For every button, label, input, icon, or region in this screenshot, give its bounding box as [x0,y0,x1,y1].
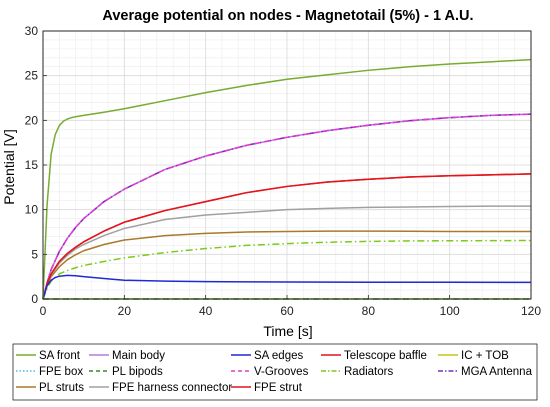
y-tick-label: 10 [25,203,39,217]
y-tick-label: 30 [25,24,39,38]
series-line-sa-front [42,58,532,300]
legend-label-sa-edges: SA edges [254,350,303,362]
series-line-telescope-baffle [42,173,532,300]
series-line-v-grooves [42,113,532,300]
series-line-pl-struts [42,230,531,300]
x-tick-label: 0 [40,304,47,318]
legend-box [12,343,538,401]
y-axis-label: Potential [V] [1,129,17,205]
axis-ticks: 0 20 40 60 80 100 120 0 5 10 15 20 25 30 [25,24,542,318]
x-tick-label: 80 [362,304,376,318]
x-axis-label: Time [s] [263,323,312,339]
legend: SA front Main body SA edges Telescope baffl… [12,343,538,401]
y-tick-label: 20 [25,113,39,127]
chart-title: Average potential on nodes - Magnetotail… [102,8,473,24]
y-tick-label: 0 [31,292,38,306]
series-line-radiators [42,239,532,300]
legend-label-fpe-box: FPE box [39,366,83,378]
legend-label-radiators: Radiators [344,366,393,378]
legend-label-telescope-baffle: Telescope baffle [344,350,427,362]
y-tick-label: 5 [31,247,38,261]
y-tick-label: 25 [25,69,39,83]
legend-label-fpe-strut: FPE strut [254,382,303,394]
x-tick-label: 60 [280,304,294,318]
legend-label-ic-tob: IC + TOB [461,350,509,362]
legend-label-pl-struts: PL struts [39,382,84,394]
x-tick-label: 100 [440,304,460,318]
x-tick-label: 120 [521,304,541,318]
legend-items: SA front Main body SA edges Telescope baffl… [16,350,533,394]
legend-label-mga-antenna: MGA Antenna [461,366,533,378]
x-tick-label: 20 [118,304,132,318]
legend-label-pl-bipods: PL bipods [112,366,163,378]
y-tick-label: 15 [25,158,39,172]
legend-label-fpe-harness-connector: FPE harness connector [112,382,232,394]
legend-label-main-body: Main body [112,350,165,362]
series-line-sa-edges [42,274,532,300]
x-tick-label: 40 [199,304,213,318]
legend-label-sa-front: SA front [39,350,81,362]
legend-label-v-grooves: V-Grooves [254,366,309,378]
series-line-fpe-harness-connector [42,205,531,300]
